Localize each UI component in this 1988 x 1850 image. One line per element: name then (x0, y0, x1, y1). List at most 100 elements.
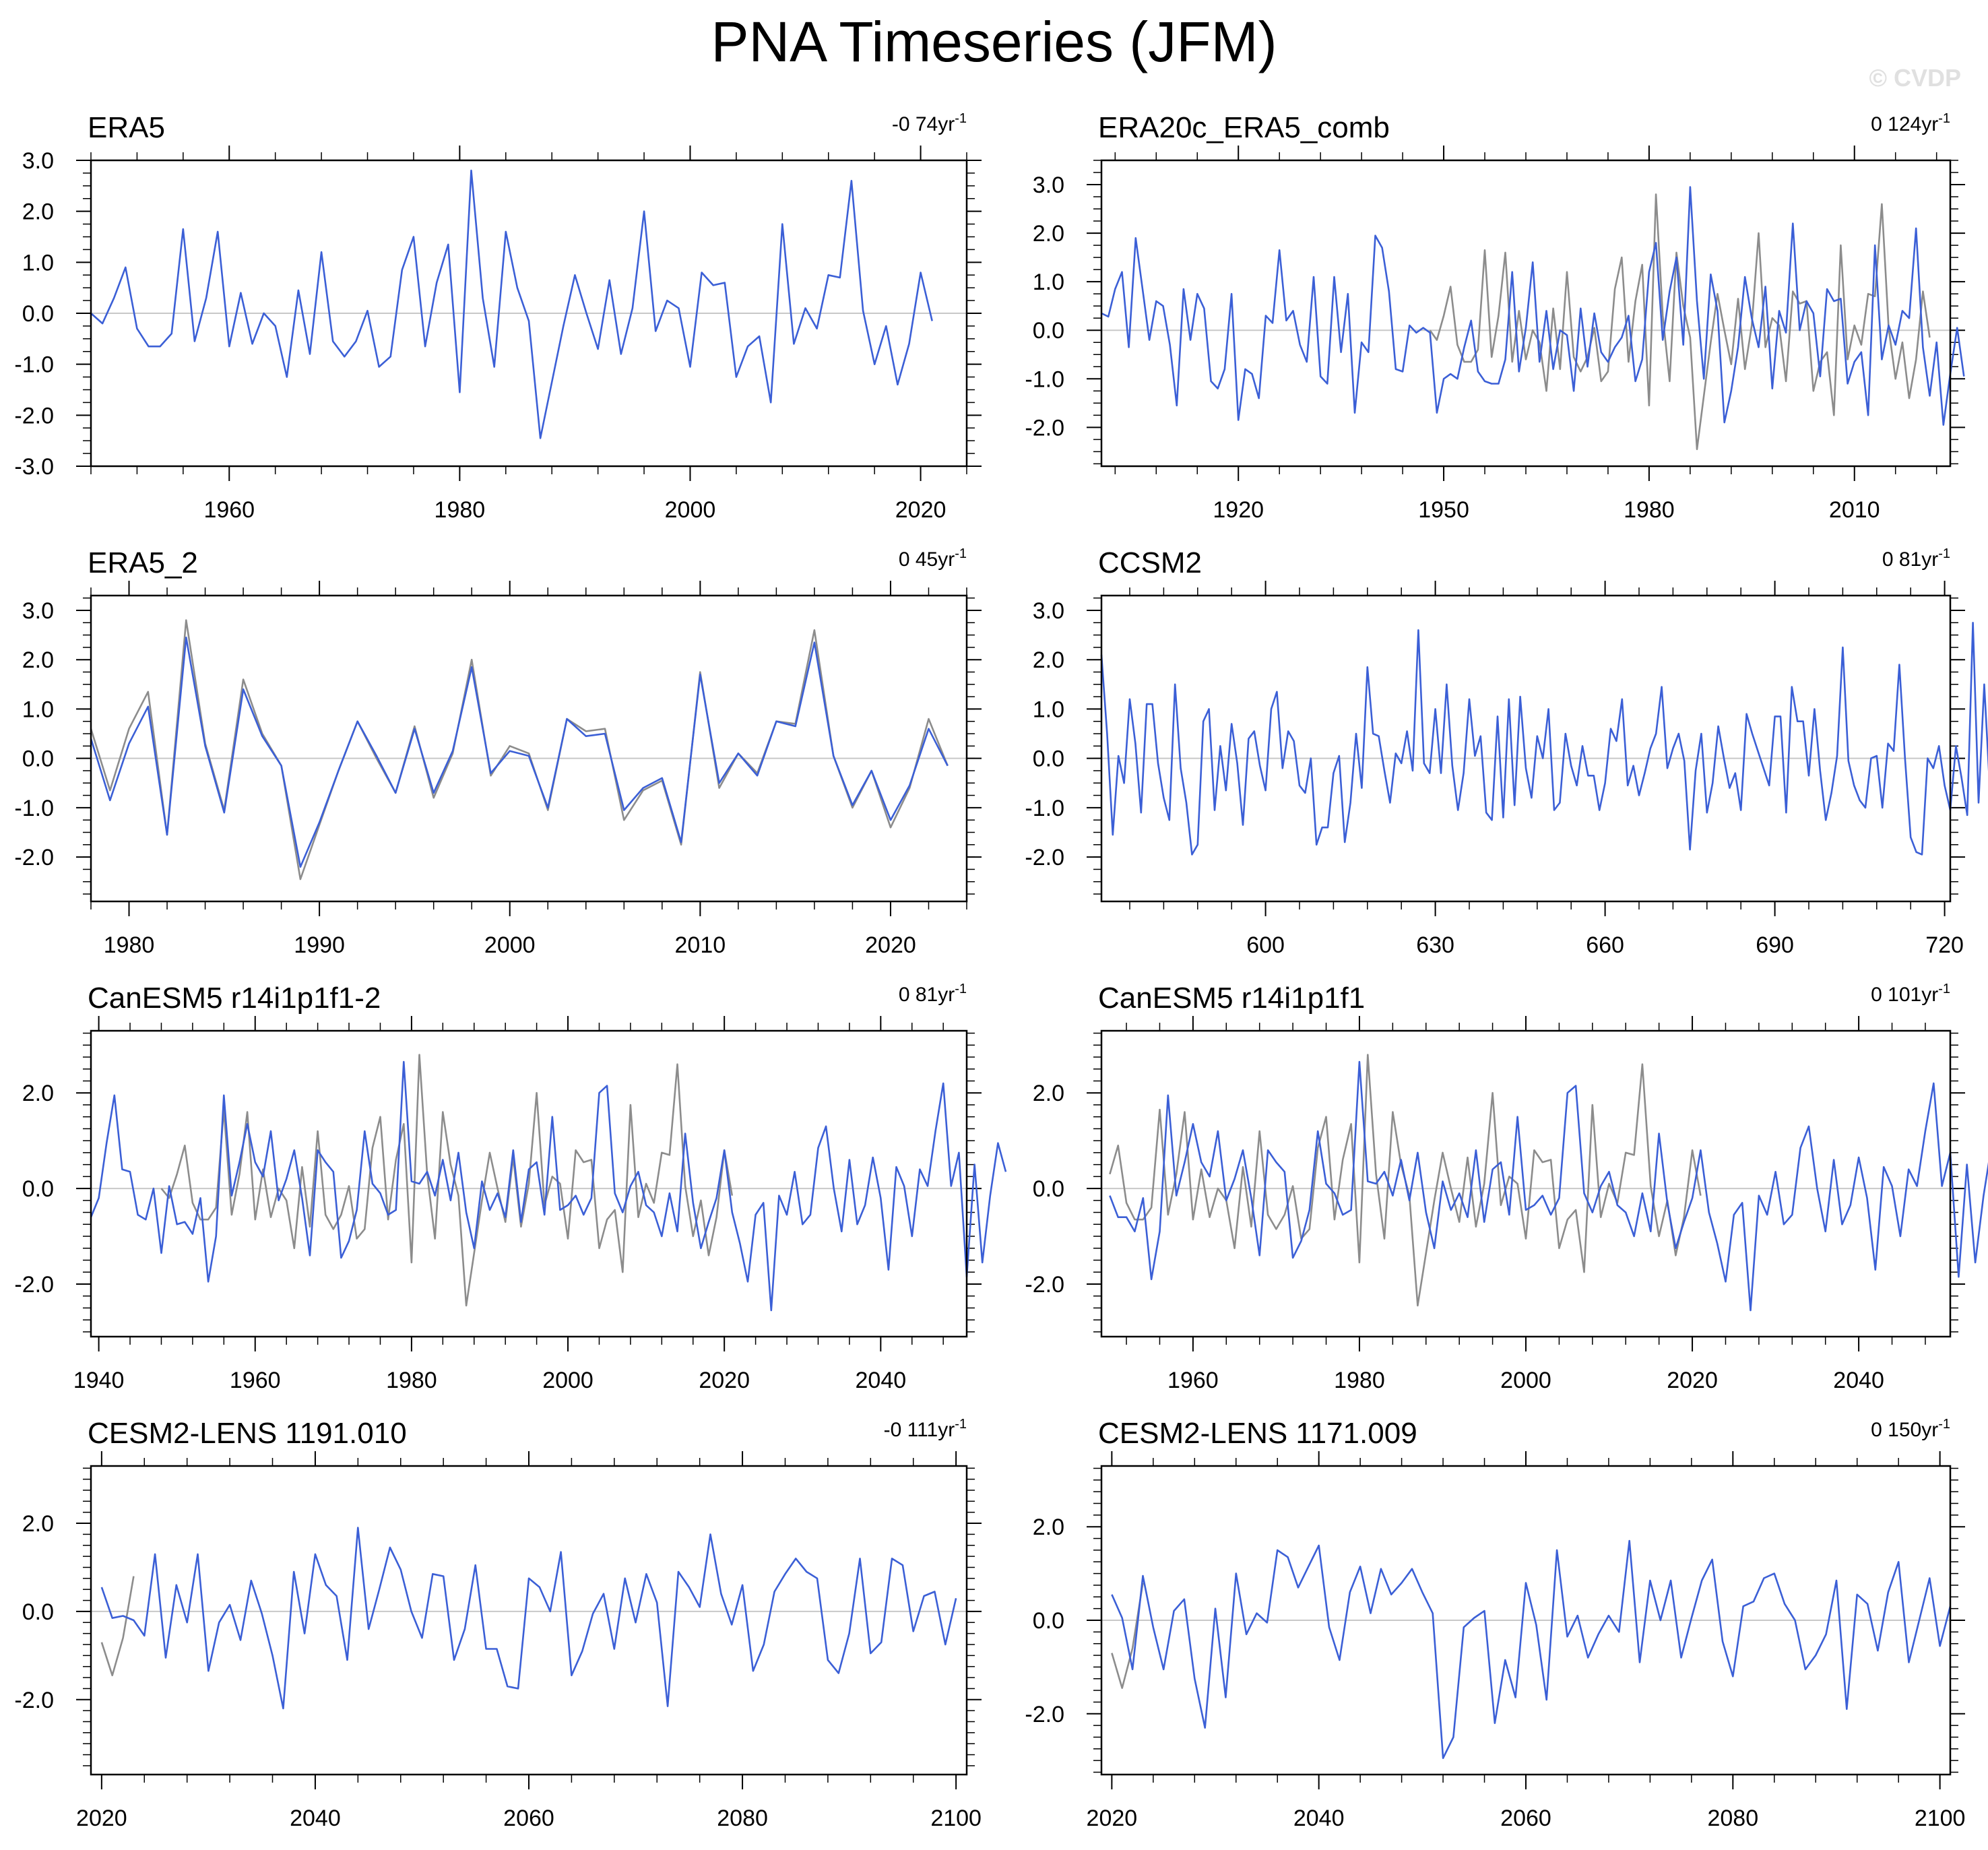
x-tick-label: 690 (1756, 932, 1794, 958)
x-tick-label: 2100 (1915, 1806, 1966, 1831)
trend-value: 0 101yr (1871, 984, 1938, 1006)
plot-frame (1100, 159, 1952, 468)
x-tick-label: 2000 (1500, 1368, 1551, 1393)
x-tick-label: 2010 (675, 932, 726, 958)
series-line-primary (90, 1060, 1007, 1312)
trend-unit: -1 (1938, 982, 1950, 996)
y-tick-label: -2.0 (1025, 415, 1064, 441)
panel-8: CESM2-LENS 1171.009 0 150yr-1 2.0 0.0 -2.0 20… (1025, 1417, 1965, 1831)
x-tick-label: 2000 (542, 1368, 594, 1393)
y-tick-label: -2.0 (14, 403, 54, 428)
trend-label: -0 111yr-1 (884, 1417, 967, 1441)
panel-2: ERA20c_ERA5_comb 0 124yr-1 3.0 2.0 1.0 0.0 -1.… (1025, 111, 1965, 523)
plot-frame (1100, 594, 1952, 903)
x-tick-label: 1980 (386, 1368, 437, 1393)
panel-7: CESM2-LENS 1191.010 -0 111yr-1 2.0 0.0 -2.0 2… (14, 1417, 982, 1831)
x-tick-label: 2020 (1087, 1806, 1138, 1831)
y-tick-label: 1.0 (1033, 269, 1064, 295)
trend-value: -0 111yr (884, 1419, 955, 1441)
series-line-primary (90, 169, 933, 439)
series-line-primary (1111, 1539, 1952, 1759)
panel-title: ERA5 (88, 111, 165, 144)
x-tick-label: 2020 (1667, 1368, 1718, 1393)
y-tick-label: 2.0 (1033, 1081, 1064, 1106)
panel-1: ERA5 -0 74yr-1 3.0 2.0 1.0 0.0 -1.0 -2.0 -3.0 196… (14, 111, 982, 523)
y-tick-label: 2.0 (1033, 647, 1064, 673)
y-tick-label: 1.0 (1033, 697, 1064, 722)
trend-unit: -1 (1938, 111, 1950, 126)
y-tick-label: -2.0 (14, 1272, 54, 1298)
series-line-primary (1109, 1060, 1988, 1312)
y-tick-label: -2.0 (14, 1688, 54, 1713)
trend-unit: -1 (955, 982, 967, 996)
y-tick-label: -2.0 (1025, 845, 1064, 870)
y-tick-label: -1.0 (14, 796, 54, 821)
y-tick-label: -1.0 (1025, 366, 1064, 392)
x-tick-label: 1960 (1167, 1368, 1219, 1393)
panel-4: CCSM2 0 81yr-1 3.0 2.0 1.0 0.0 -1.0 -2.0 600 630 6… (1025, 546, 1988, 958)
x-tick-label: 1950 (1418, 497, 1469, 523)
trend-value: 0 45yr (899, 548, 955, 571)
figure-title: PNA Timeseries (JFM) (711, 10, 1277, 73)
y-tick-label: -1.0 (1025, 796, 1064, 821)
trend-label: 0 124yr-1 (1871, 111, 1950, 135)
x-tick-label: 2100 (930, 1806, 982, 1831)
trend-value: 0 81yr (1882, 548, 1938, 571)
y-tick-label: 0.0 (1033, 1608, 1064, 1634)
x-tick-label: 1940 (73, 1368, 125, 1393)
y-tick-label: 0.0 (1033, 746, 1064, 772)
series-line-reference (1111, 1583, 1144, 1689)
x-tick-label: 1990 (294, 932, 345, 958)
trend-value: 0 124yr (1871, 113, 1938, 135)
series-line-reference (90, 619, 949, 881)
y-tick-label: 0.0 (22, 301, 54, 327)
y-tick-label: 3.0 (1033, 172, 1064, 198)
y-tick-label: 3.0 (22, 598, 54, 624)
x-tick-label: 1960 (230, 1368, 281, 1393)
series-line-primary (1101, 186, 1965, 426)
y-tick-label: 1.0 (22, 250, 54, 276)
y-tick-label: 3.0 (22, 148, 54, 174)
y-tick-label: 2.0 (22, 647, 54, 673)
x-tick-label: 2000 (484, 932, 536, 958)
series-line-primary (1100, 621, 1988, 856)
x-tick-label: 1920 (1213, 497, 1264, 523)
trend-unit: -1 (955, 1417, 967, 1432)
x-tick-label: 2040 (1833, 1368, 1884, 1393)
trend-value: -0 74yr (892, 113, 955, 135)
panel-title: ERA20c_ERA5_comb (1098, 111, 1390, 144)
x-tick-label: 2010 (1829, 497, 1880, 523)
y-tick-label: -2.0 (14, 845, 54, 870)
x-tick-label: 720 (1925, 932, 1964, 958)
series-line-primary (100, 1527, 957, 1710)
panel-title: CanESM5 r14i1p1f1-2 (88, 982, 381, 1015)
y-tick-label: 0.0 (1033, 1176, 1064, 1202)
trend-value: 0 81yr (899, 984, 955, 1006)
x-tick-label: 1980 (1334, 1368, 1385, 1393)
series-line-reference (160, 1054, 734, 1307)
plot-frame (90, 1029, 968, 1338)
y-tick-label: 3.0 (1033, 598, 1064, 624)
panel-6: CanESM5 r14i1p1f1 0 101yr-1 2.0 0.0 -2.0 1960… (1025, 982, 1988, 1393)
y-tick-label: 0.0 (1033, 318, 1064, 344)
y-tick-label: 2.0 (22, 1511, 54, 1537)
y-tick-label: -2.0 (1025, 1702, 1064, 1727)
y-tick-label: -1.0 (14, 352, 54, 378)
x-tick-label: 2080 (1707, 1806, 1758, 1831)
trend-unit: -1 (955, 546, 967, 561)
panel-title: CESM2-LENS 1171.009 (1098, 1417, 1417, 1450)
y-tick-label: 2.0 (22, 199, 54, 225)
trend-unit: -1 (1938, 546, 1950, 561)
x-tick-label: 2020 (895, 497, 947, 523)
x-tick-label: 2040 (856, 1368, 907, 1393)
x-tick-label: 2040 (290, 1806, 341, 1831)
trend-label: 0 81yr-1 (899, 982, 967, 1006)
series-line-primary (90, 636, 949, 868)
y-tick-label: 2.0 (1033, 221, 1064, 247)
plot-frame (90, 159, 968, 468)
y-tick-label: -3.0 (14, 454, 54, 480)
trend-unit: -1 (1938, 1417, 1950, 1432)
y-tick-label: 2.0 (22, 1081, 54, 1106)
y-tick-label: -2.0 (1025, 1272, 1064, 1298)
x-tick-label: 2000 (665, 497, 716, 523)
